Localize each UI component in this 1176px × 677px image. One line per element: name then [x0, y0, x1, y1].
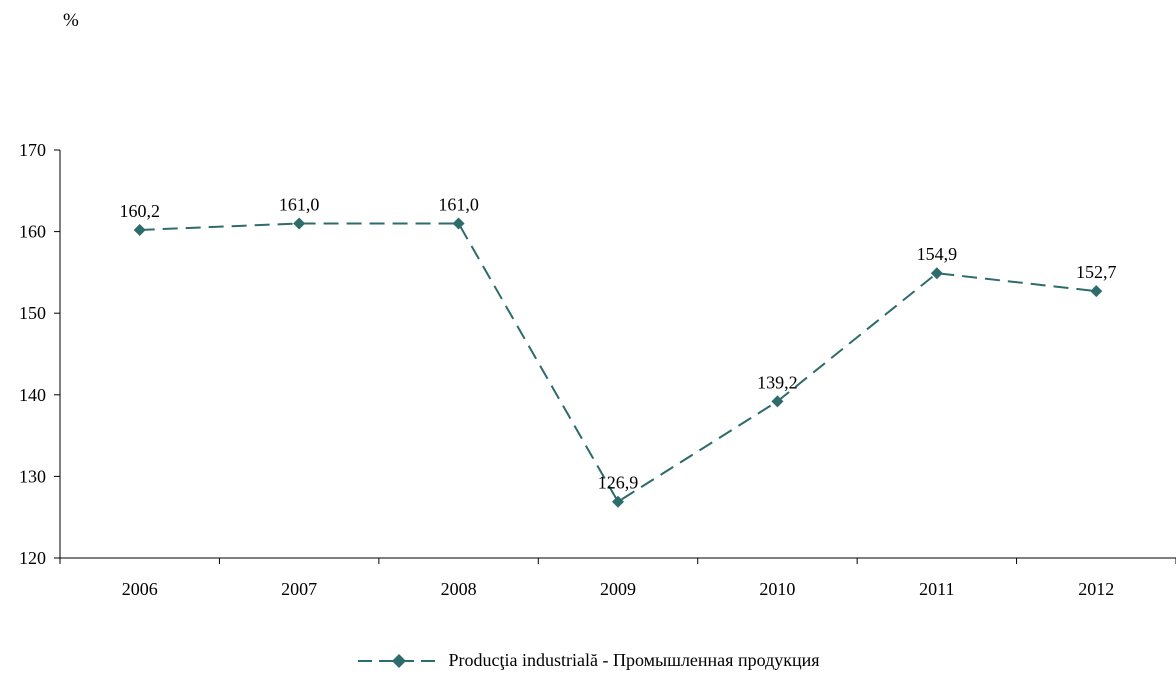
data-labels: 160,2 161,0 161,0 126,9 139,2 154,9 152,7: [119, 194, 1116, 492]
y-tick-label: 120: [19, 548, 46, 568]
y-tick-label: 170: [19, 140, 46, 160]
y-tick-label: 160: [19, 222, 46, 242]
x-tick-label: 2011: [919, 579, 954, 599]
data-point-marker: [133, 223, 146, 236]
data-point-marker: [452, 217, 465, 230]
y-tick-label: 150: [19, 303, 46, 323]
data-label: 152,7: [1076, 262, 1117, 282]
x-tick-label: 2010: [759, 579, 795, 599]
data-label: 154,9: [917, 244, 958, 264]
data-point-marker: [612, 495, 624, 508]
data-label: 139,2: [757, 372, 798, 392]
legend-diamond-icon: [392, 653, 407, 668]
data-label: 161,0: [438, 194, 479, 214]
data-label: 161,0: [279, 194, 320, 214]
legend: Producţia industrială - Промышленная про…: [0, 650, 1176, 671]
data-label: 160,2: [119, 201, 160, 221]
x-tick-label: 2009: [600, 579, 636, 599]
y-tick-label: 130: [19, 466, 46, 486]
x-tick-label: 2008: [441, 579, 477, 599]
data-point-marker: [930, 267, 943, 280]
x-tick-label: 2006: [122, 579, 158, 599]
data-point-marker: [293, 217, 306, 230]
legend-label: Producţia industrială - Промышленная про…: [448, 650, 820, 670]
series-layer: [133, 217, 1103, 508]
series-line: [139, 222, 1097, 504]
y-tick-label: 140: [19, 385, 46, 405]
data-point-marker: [771, 395, 784, 408]
data-point-marker: [1090, 285, 1103, 298]
x-tick-label: 2007: [281, 579, 317, 599]
x-tick-label: 2012: [1078, 579, 1114, 599]
data-label: 126,9: [598, 473, 639, 493]
chart-axes: 120 130 140 150 160 170 2006 2007 2008 2009 2010 20…: [19, 140, 1176, 599]
y-unit-label: %: [63, 10, 79, 31]
legend-swatch-icon: [358, 653, 441, 668]
line-chart: 120 130 140 150 160 170 2006 2007 2008 2009 2010 20…: [19, 140, 1176, 599]
